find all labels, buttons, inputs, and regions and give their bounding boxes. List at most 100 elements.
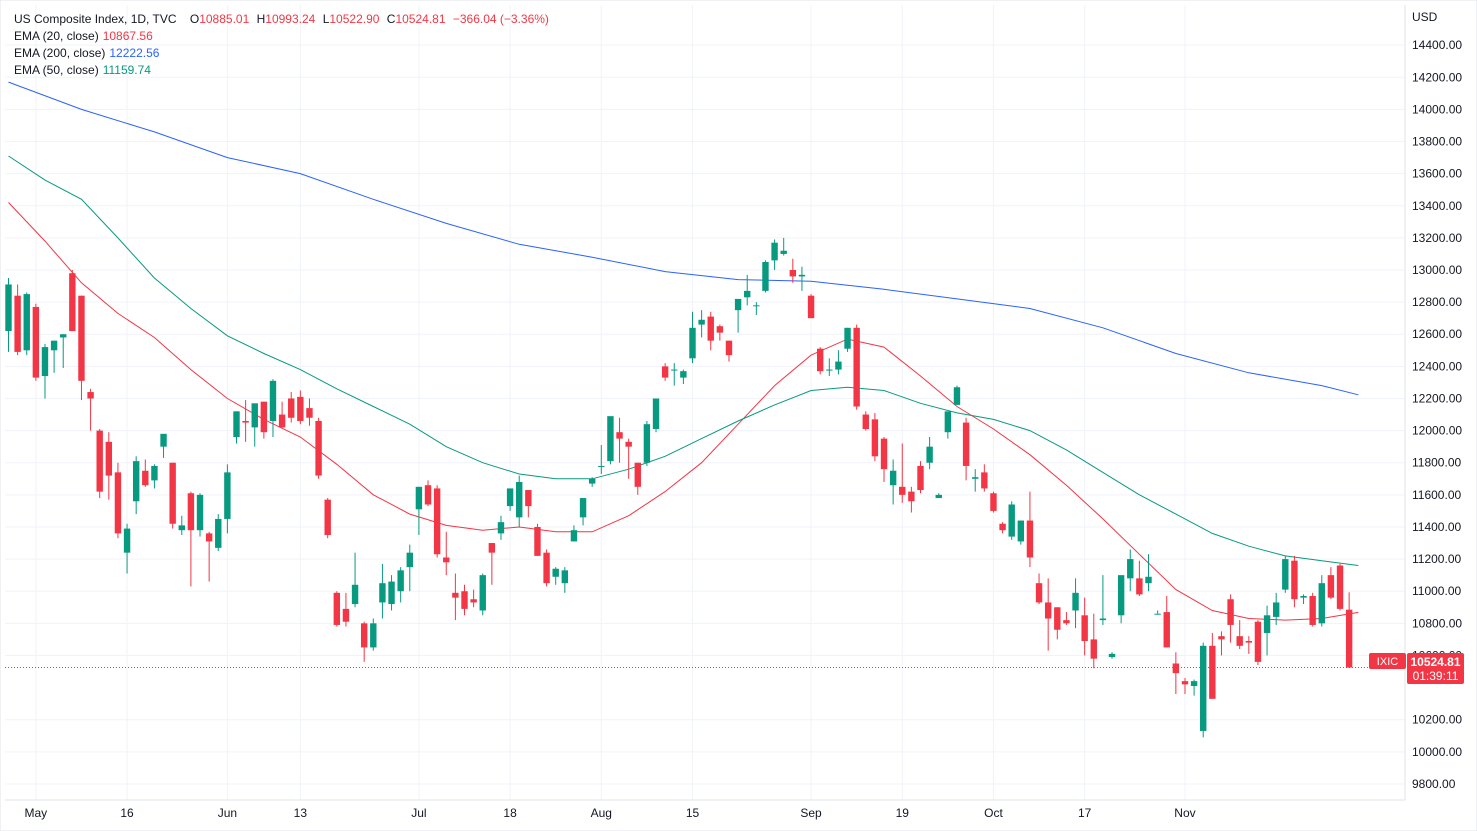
candle — [324, 498, 331, 539]
candle-body — [324, 499, 331, 535]
time-tick-label: Aug — [591, 806, 612, 820]
candle — [1345, 592, 1353, 668]
price-axis[interactable]: 14400.00 14200.00 14000.00 13800.00 13600.00… — [1412, 38, 1462, 791]
candle — [297, 390, 304, 425]
candle-body — [288, 398, 295, 418]
candle-body — [1181, 681, 1189, 685]
last-price-badge[interactable]: IXIC 10524.81 01:39:11 — [1369, 653, 1464, 684]
candle-body — [269, 380, 277, 421]
candle-body — [807, 295, 815, 319]
legend-ema200-row[interactable]: EMA (200, close) 12222.56 — [14, 45, 549, 62]
candle — [1200, 642, 1207, 738]
legend-ema50-row[interactable]: EMA (50, close) 11159.74 — [14, 62, 549, 79]
candle-body — [1145, 576, 1152, 584]
candle-body — [525, 490, 532, 507]
candle-body — [816, 348, 824, 372]
candle — [917, 461, 924, 494]
candle-body — [424, 485, 432, 505]
candle-body — [60, 334, 67, 338]
candle-body — [616, 432, 623, 439]
candle-body — [415, 486, 423, 510]
candle-body — [32, 306, 40, 378]
price-tick-label: 11200.00 — [1412, 552, 1461, 566]
candle-body — [744, 290, 751, 298]
price-tick-label: 11000.00 — [1412, 584, 1461, 598]
candle-body — [1127, 559, 1134, 579]
candle — [935, 493, 942, 499]
candle-body — [23, 294, 30, 351]
candle — [579, 498, 587, 526]
candle-body — [1035, 583, 1043, 603]
price-tick-label: 9800.00 — [1412, 777, 1456, 791]
candle-body — [680, 371, 687, 378]
candle — [1309, 592, 1316, 627]
candle-body — [1172, 663, 1180, 674]
candle — [278, 401, 286, 428]
candle-body — [196, 494, 204, 531]
candle-body — [178, 525, 185, 531]
candle-body — [1345, 609, 1353, 668]
legend-ema20-row[interactable]: EMA (20, close) 10867.56 — [14, 28, 549, 45]
candle-body — [762, 261, 769, 291]
candle — [433, 485, 441, 558]
candle — [780, 237, 787, 256]
price-tick-label: 12000.00 — [1412, 424, 1462, 438]
candle-body — [1072, 592, 1079, 611]
candle-body — [944, 411, 952, 433]
candle — [816, 347, 824, 375]
candle — [1136, 560, 1143, 597]
candle-body — [215, 518, 222, 548]
ema-line-0 — [8, 202, 1359, 621]
candle-body — [716, 326, 724, 333]
ema-line-1 — [8, 155, 1359, 566]
candle — [607, 416, 614, 465]
time-tick-label: 17 — [1078, 806, 1092, 820]
candle-body — [1026, 520, 1034, 558]
candle — [1163, 596, 1170, 648]
symbol-title[interactable]: US Composite Index, 1D, TVC — [14, 12, 177, 26]
candle-body — [1336, 565, 1344, 609]
candle — [871, 412, 879, 462]
candle — [360, 621, 368, 662]
candle-body — [278, 414, 286, 428]
candle — [443, 531, 450, 576]
time-tick-label: Nov — [1174, 806, 1195, 820]
candle — [224, 464, 231, 534]
ohlc-close-label: C — [386, 12, 396, 26]
candle-body — [397, 570, 404, 592]
candle — [151, 464, 158, 489]
candle — [707, 311, 714, 351]
candle — [1063, 612, 1070, 625]
candle-body — [908, 491, 915, 502]
candle — [269, 379, 277, 438]
candle-body — [142, 470, 149, 486]
candle-body — [333, 592, 341, 625]
candle — [1099, 575, 1107, 625]
candle — [643, 420, 651, 466]
time-axis[interactable]: May 16 Jun 13 Jul 18 Aug 15 Sep 19 Oct 17 Nov — [25, 806, 1196, 820]
candle — [1154, 610, 1161, 615]
candle-body — [516, 482, 523, 518]
candle — [953, 385, 961, 405]
price-tag-bg — [1407, 653, 1464, 684]
candle-body — [14, 295, 21, 352]
candle — [1209, 632, 1216, 699]
ohlc-low-value: 10522.90 — [329, 12, 380, 26]
candle — [1236, 620, 1243, 650]
time-tick-label: Oct — [984, 806, 1003, 820]
candle — [1300, 594, 1307, 605]
candle — [315, 417, 322, 479]
candle-body — [388, 581, 395, 605]
time-tick-label: 16 — [120, 806, 134, 820]
price-tick-label: 13800.00 — [1412, 135, 1462, 149]
candle-body — [1054, 607, 1061, 630]
candle — [1327, 567, 1335, 600]
candle-body — [1099, 618, 1107, 621]
candle-body — [1117, 575, 1125, 616]
candle — [233, 411, 240, 444]
candle-body — [78, 295, 85, 381]
candle — [1044, 578, 1052, 651]
candle — [926, 437, 933, 470]
candle-body — [160, 433, 167, 447]
